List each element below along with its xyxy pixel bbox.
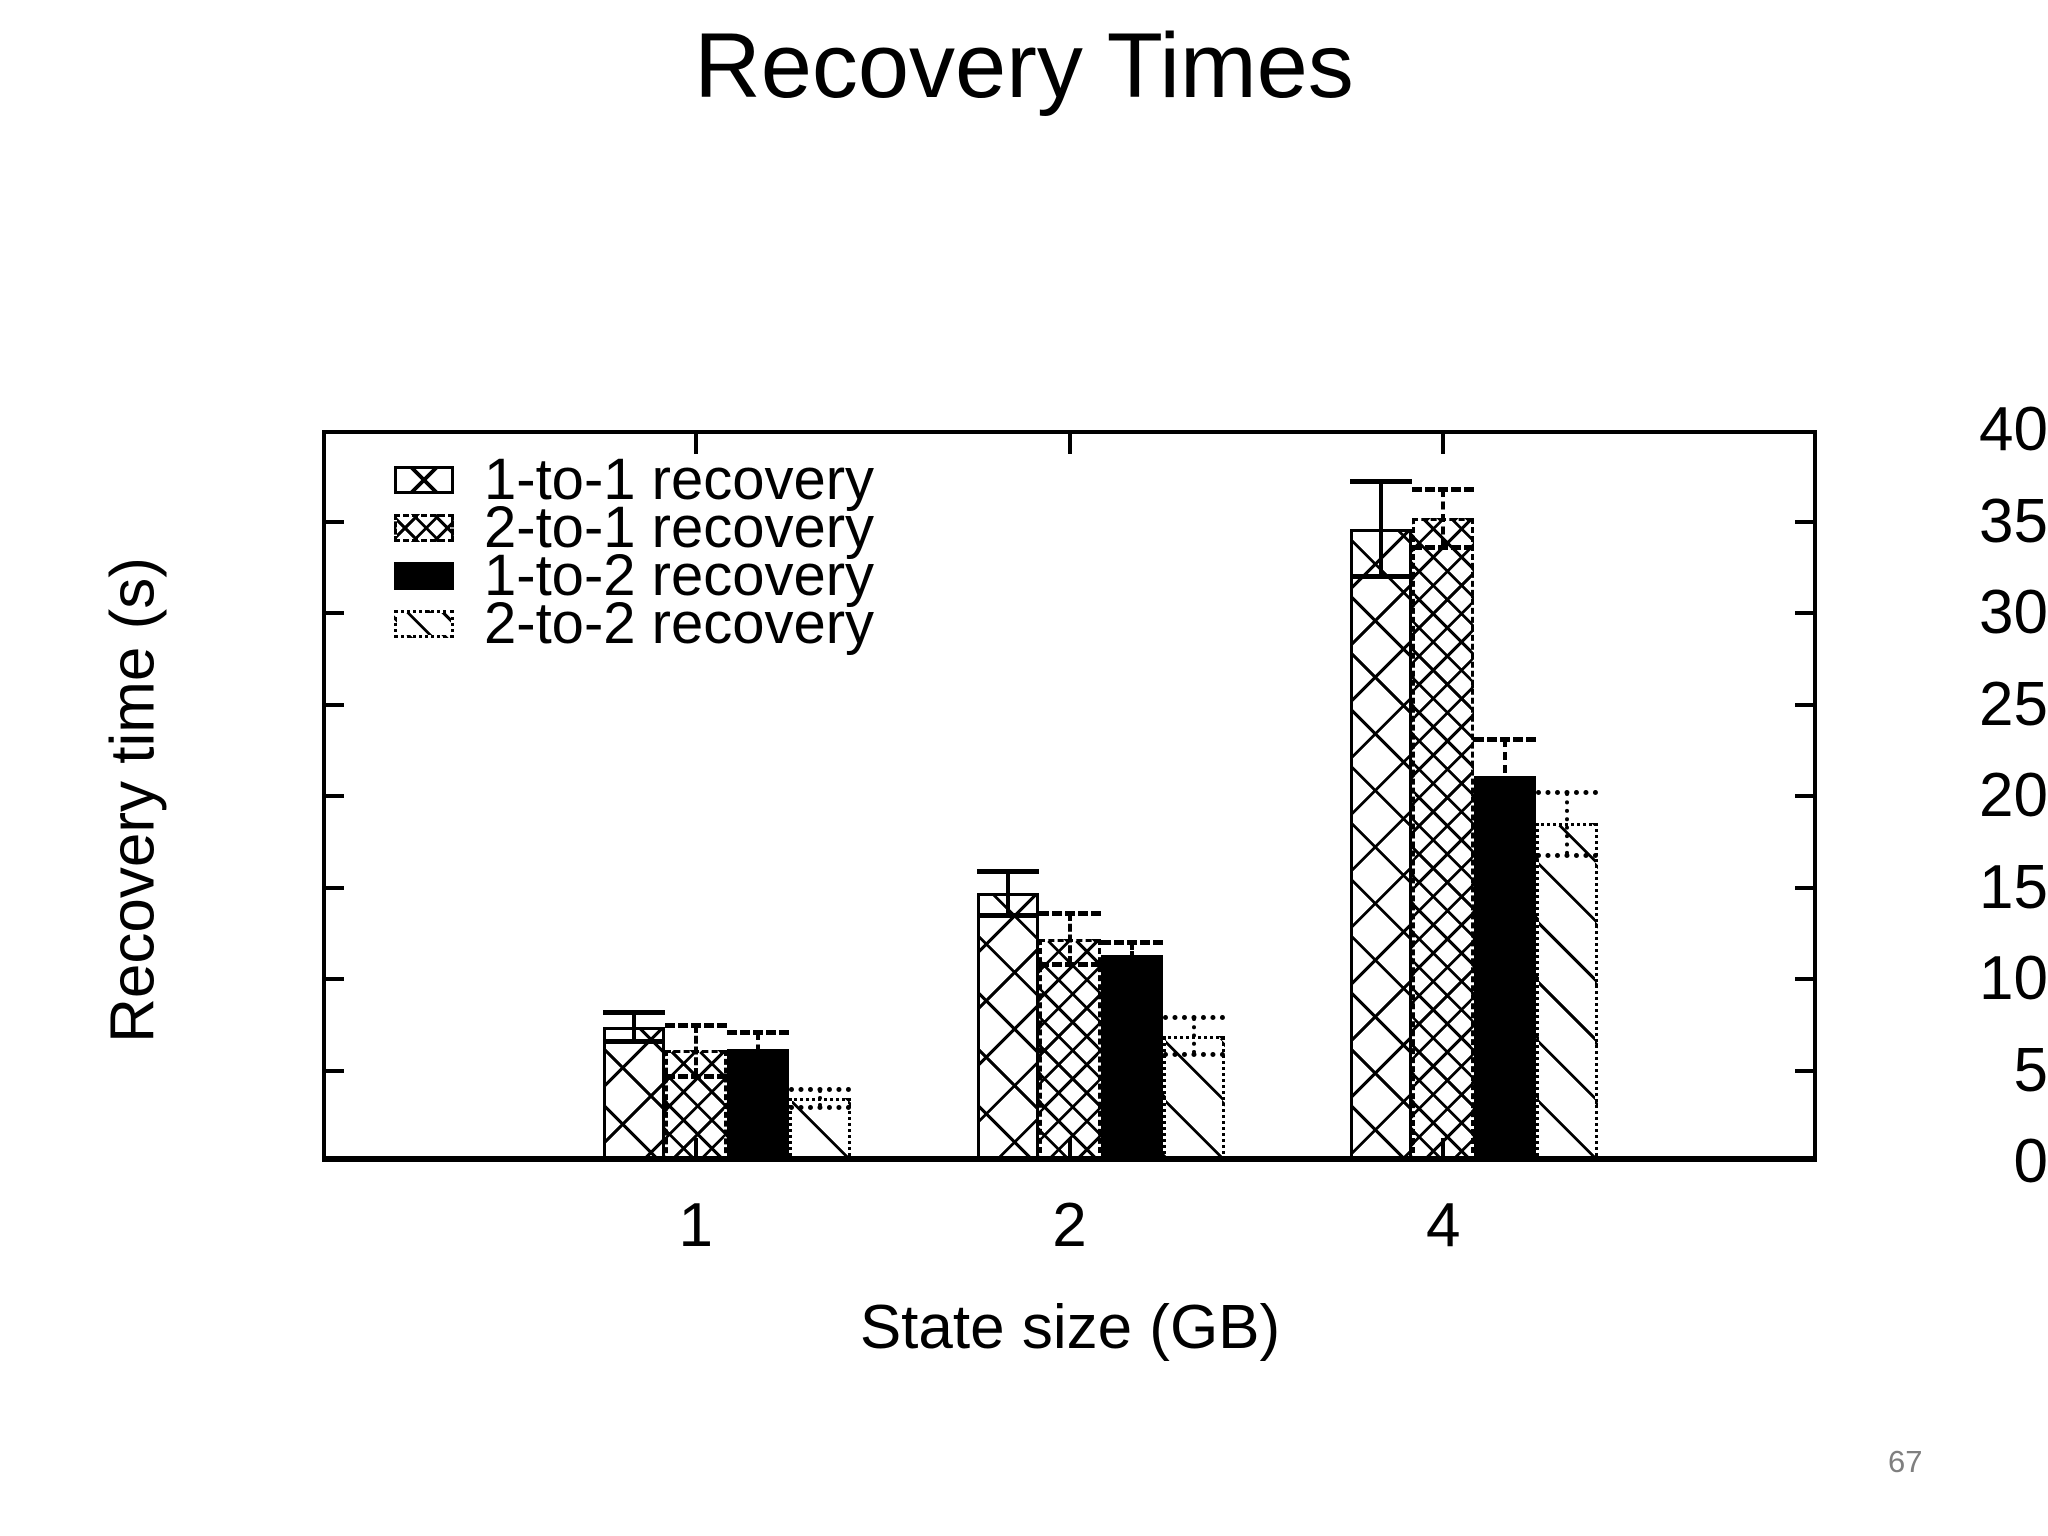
error-bar bbox=[693, 1024, 698, 1076]
axis-tick-mark bbox=[322, 1068, 344, 1073]
y-tick-label-25: 25 bbox=[1979, 669, 2048, 739]
error-bar-cap bbox=[1412, 545, 1475, 551]
bar-1-to-2-recovery-2gb bbox=[1100, 955, 1163, 1162]
error-bar-cap bbox=[726, 1030, 789, 1036]
bar-1-to-1-recovery-2gb bbox=[976, 893, 1039, 1162]
chart-title: Recovery Times bbox=[694, 15, 1354, 117]
axis-tick-mark bbox=[693, 430, 698, 454]
bar-1-to-1-recovery-1gb bbox=[602, 1026, 665, 1162]
y-tick-label-40: 40 bbox=[1979, 395, 2048, 464]
axis-tick-mark bbox=[1067, 1138, 1072, 1162]
y-tick-label-15: 15 bbox=[1979, 852, 2048, 922]
error-bar-cap bbox=[1100, 966, 1163, 972]
legend-label: 1-to-2 recovery bbox=[484, 543, 875, 608]
axis-tick-mark bbox=[322, 794, 344, 798]
error-bar bbox=[1191, 1017, 1196, 1055]
plot-area: 1-to-1 recovery 2-to-1 recovery 1-to-2 rec… bbox=[322, 430, 1817, 1162]
page-number: 67 bbox=[1888, 1444, 1923, 1479]
error-bar-cap bbox=[1474, 810, 1537, 816]
error-bar bbox=[631, 1011, 636, 1042]
legend-label: 2-to-2 recovery bbox=[484, 591, 875, 656]
legend-swatch-icon bbox=[394, 610, 454, 638]
axis-tick-mark bbox=[693, 1138, 698, 1162]
legend-label: 2-to-1 recovery bbox=[484, 495, 875, 560]
bar-2-to-1-recovery-4gb bbox=[1412, 517, 1475, 1162]
y-axis-title: Recovery time (s) bbox=[98, 557, 168, 1043]
axis-tick-mark bbox=[1795, 1068, 1817, 1073]
y-tick-label-5: 5 bbox=[2013, 1035, 2048, 1105]
x-tick-label-1: 1 bbox=[678, 1191, 713, 1260]
y-tick-label-0: 0 bbox=[2013, 1127, 2048, 1196]
error-bar-cap bbox=[602, 1009, 665, 1015]
error-bar-cap bbox=[788, 1086, 851, 1092]
legend-swatch-icon bbox=[394, 466, 454, 494]
error-bar-cap bbox=[664, 1022, 727, 1028]
axis-tick-mark bbox=[1795, 885, 1817, 890]
legend-row-1-to-2-recovery: 1-to-2 recovery bbox=[394, 543, 875, 608]
error-bar-cap bbox=[976, 869, 1039, 875]
legend-label: 1-to-1 recovery bbox=[484, 447, 875, 512]
error-bar-cap bbox=[788, 1105, 851, 1111]
error-bar bbox=[1565, 792, 1570, 855]
error-bar-cap bbox=[1412, 486, 1475, 492]
x-tick-label-4: 4 bbox=[1426, 1191, 1461, 1260]
axis-tick-mark bbox=[1795, 794, 1817, 798]
legend-swatch-icon bbox=[394, 562, 454, 590]
y-tick-label-10: 10 bbox=[1979, 944, 2048, 1013]
bar-2-to-2-recovery-4gb bbox=[1536, 823, 1599, 1162]
error-bar-cap bbox=[602, 1039, 665, 1045]
error-bar-cap bbox=[1536, 790, 1599, 796]
error-bar-cap bbox=[1100, 940, 1163, 946]
error-bar bbox=[1441, 488, 1446, 548]
y-tick-label-20: 20 bbox=[1979, 761, 2048, 830]
axis-tick-mark bbox=[1441, 430, 1446, 454]
y-tick-label-30: 30 bbox=[1979, 578, 2048, 647]
axis-tick-mark bbox=[322, 702, 344, 707]
error-bar-cap bbox=[664, 1073, 727, 1079]
axis-tick-mark bbox=[322, 519, 344, 524]
axis-tick-mark bbox=[1795, 702, 1817, 707]
bar-2-to-1-recovery-2gb bbox=[1038, 938, 1101, 1162]
error-bar-cap bbox=[1162, 1015, 1225, 1021]
legend-swatch-icon bbox=[394, 514, 454, 542]
legend-row-1-to-1-recovery: 1-to-1 recovery bbox=[394, 447, 875, 512]
error-bar bbox=[1005, 871, 1010, 915]
bar-1-to-2-recovery-4gb bbox=[1474, 775, 1537, 1162]
axis-tick-mark bbox=[1067, 430, 1072, 454]
y-tick-label-35: 35 bbox=[1979, 486, 2048, 556]
error-bar bbox=[1503, 739, 1508, 813]
legend: 1-to-1 recovery 2-to-1 recovery 1-to-2 rec… bbox=[394, 447, 875, 656]
error-bar-cap bbox=[1162, 1052, 1225, 1058]
error-bar bbox=[1067, 913, 1072, 965]
error-bar-cap bbox=[1038, 962, 1101, 968]
x-tick-label-2: 2 bbox=[1052, 1191, 1087, 1260]
axis-tick-mark bbox=[1441, 1138, 1446, 1162]
error-bar-cap bbox=[1350, 479, 1413, 485]
error-bar bbox=[1129, 942, 1134, 968]
axis-tick-mark bbox=[1795, 611, 1817, 615]
axis-tick-mark bbox=[1795, 519, 1817, 524]
error-bar bbox=[817, 1088, 822, 1108]
error-bar-cap bbox=[1474, 737, 1537, 743]
error-bar-cap bbox=[976, 912, 1039, 918]
axis-tick-mark bbox=[322, 977, 344, 981]
axis-tick-mark bbox=[322, 611, 344, 615]
legend-row-2-to-1-recovery: 2-to-1 recovery bbox=[394, 495, 875, 560]
error-bar bbox=[755, 1032, 760, 1065]
axis-tick-mark bbox=[322, 885, 344, 890]
error-bar-cap bbox=[1038, 911, 1101, 917]
error-bar-cap bbox=[1350, 574, 1413, 580]
legend-row-2-to-2-recovery: 2-to-2 recovery bbox=[394, 591, 875, 656]
error-bar-cap bbox=[726, 1063, 789, 1068]
error-bar-cap bbox=[1536, 852, 1599, 858]
bar-1-to-1-recovery-4gb bbox=[1350, 528, 1413, 1162]
axis-tick-mark bbox=[1795, 977, 1817, 981]
x-axis-title: State size (GB) bbox=[859, 1293, 1281, 1362]
error-bar bbox=[1379, 481, 1384, 577]
